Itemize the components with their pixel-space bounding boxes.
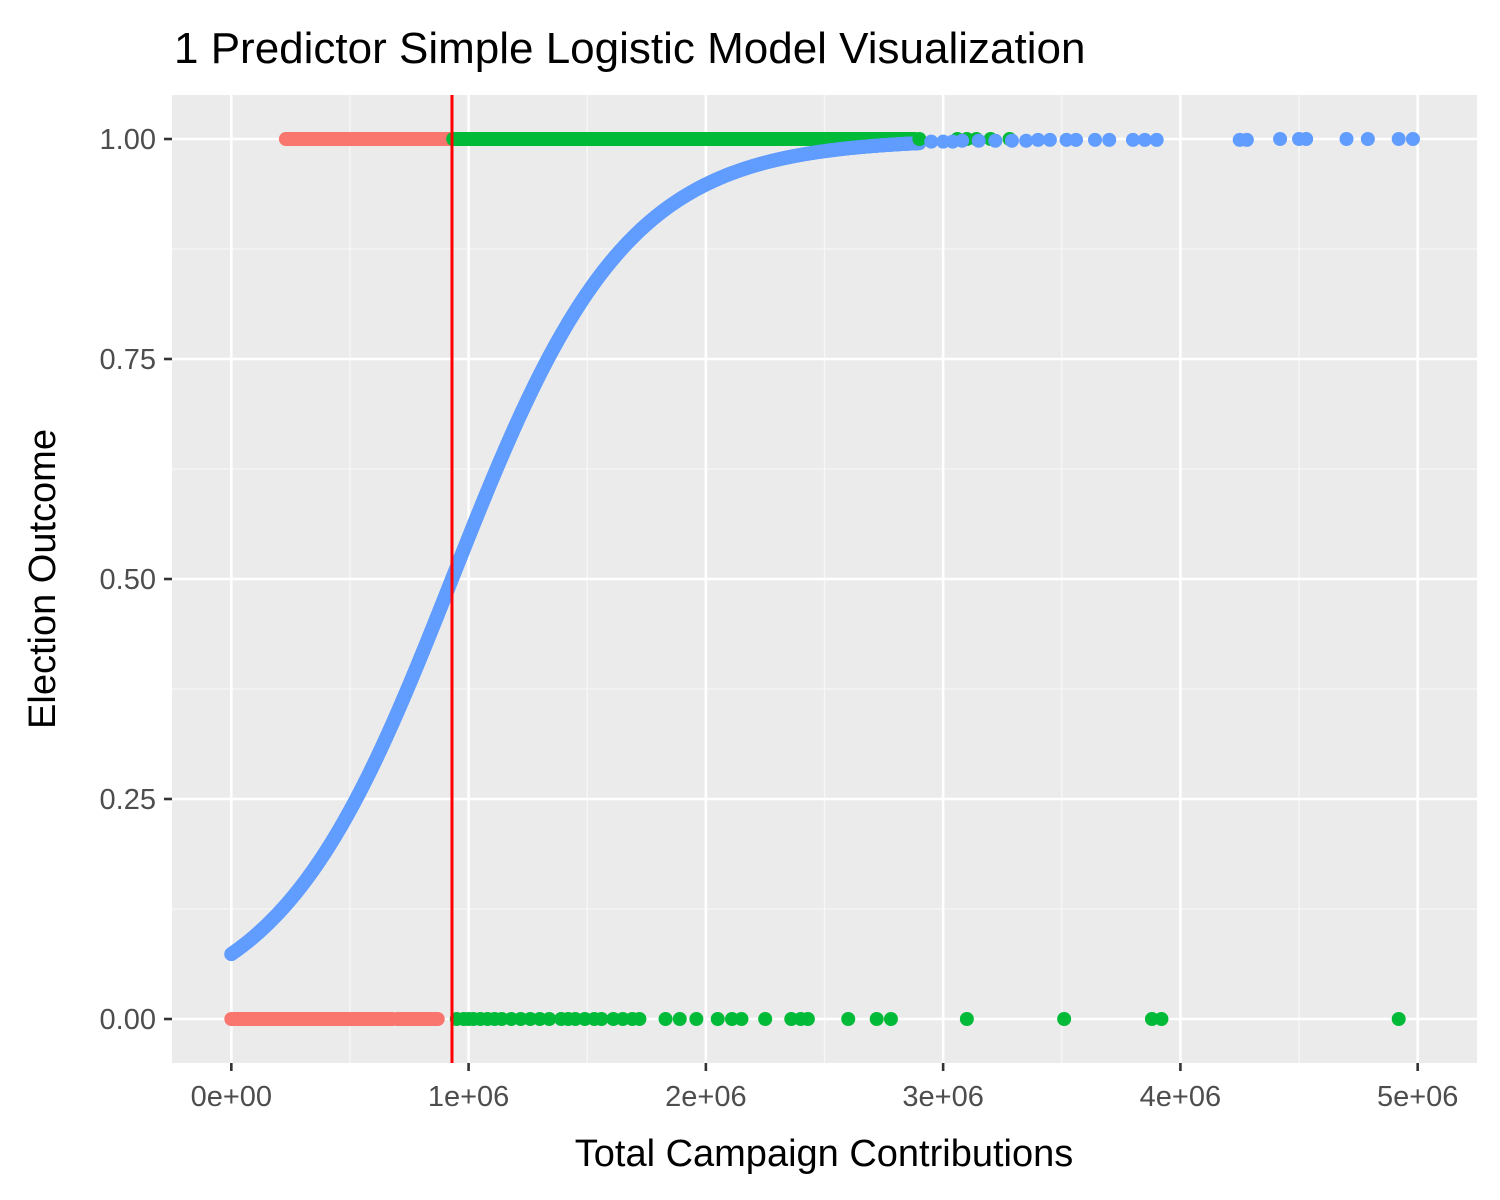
fitted-probability-point: [1137, 132, 1152, 147]
observed-point: [1057, 1012, 1072, 1026]
x-tick-label: 2e+06: [665, 1081, 746, 1113]
observed-point: [869, 1012, 884, 1026]
y-axis-title: Election Outcome: [22, 429, 64, 729]
chart-title: 1 Predictor Simple Logistic Model Visual…: [174, 24, 1085, 73]
x-tick-label: 5e+06: [1377, 1081, 1458, 1113]
y-tick-label: 0.25: [100, 784, 156, 816]
x-axis-ticks: 0e+00 1e+06 2e+06 3e+06 4e+06 5e+06: [191, 1063, 1458, 1113]
fitted-probability-point: [1019, 133, 1034, 148]
y-axis-ticks: 0.00 0.25 0.50 0.75 1.00: [100, 124, 172, 1036]
x-tick-label: 4e+06: [1140, 1081, 1221, 1113]
fitted-probability-point: [924, 134, 939, 149]
fitted-probability-point: [971, 133, 986, 148]
fitted-probability-point: [1273, 132, 1288, 146]
observed-point: [658, 1012, 673, 1026]
x-axis-title: Total Campaign Contributions: [575, 1133, 1074, 1175]
gridlines: [172, 95, 1477, 1063]
fitted-probability-point: [1102, 132, 1117, 147]
fitted-probability-point: [1149, 132, 1164, 147]
y-tick-label: 0.75: [100, 344, 156, 376]
fitted-probability-point: [1339, 132, 1354, 146]
observed-point: [594, 1012, 609, 1026]
observed-point: [672, 1012, 687, 1026]
fitted-probability-point: [1069, 132, 1084, 147]
data-points: [224, 132, 1420, 1026]
y-tick-label: 0.00: [100, 1004, 156, 1036]
observed-point: [959, 1012, 974, 1026]
observed-point: [734, 1012, 749, 1026]
observed-point: [841, 1012, 856, 1026]
fitted-probability-point: [1391, 132, 1406, 146]
observed-point-bands: [224, 132, 922, 1026]
fitted-probability-point: [1360, 132, 1375, 146]
observed-point: [632, 1012, 647, 1026]
fitted-probability-point: [955, 133, 970, 148]
fitted-probability-point: [1087, 132, 1102, 147]
observed-point: [1391, 1012, 1406, 1026]
fitted-probability-point: [1004, 133, 1019, 148]
x-tick-label: 0e+00: [191, 1081, 272, 1113]
fitted-probability-point: [1042, 132, 1057, 147]
x-tick-label: 1e+06: [428, 1081, 509, 1113]
x-tick-label: 3e+06: [902, 1081, 983, 1113]
observed-point: [912, 132, 927, 146]
fitted-probability-point: [1239, 132, 1254, 147]
observed-point: [883, 1012, 898, 1026]
fitted-probability-point: [1031, 132, 1046, 147]
fitted-probability-point: [1405, 132, 1420, 146]
observed-point: [758, 1012, 773, 1026]
observed-point: [689, 1012, 704, 1026]
fitted-probability-point: [988, 133, 1003, 148]
y-tick-label: 0.50: [100, 564, 156, 596]
fitted-probability-point: [1299, 132, 1314, 146]
observed-point: [542, 1012, 557, 1026]
observed-point: [710, 1012, 725, 1026]
y-tick-label: 1.00: [100, 124, 156, 156]
fitted-probability-point: [1125, 132, 1140, 147]
observed-point: [1154, 1012, 1169, 1026]
observed-point: [800, 1012, 815, 1026]
